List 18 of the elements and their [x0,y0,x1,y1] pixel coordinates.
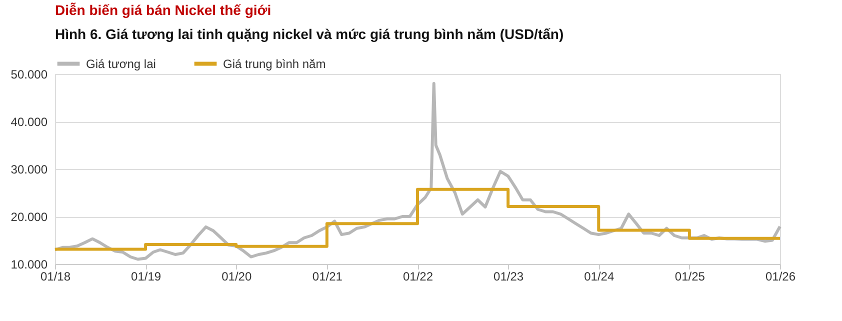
x-tick-label: 01/26 [765,270,796,284]
y-tick-label: 30.000 [10,162,48,176]
x-tick-label: 01/25 [674,270,706,284]
y-tick-label: 40.000 [10,115,48,129]
x-tick-label: 01/20 [222,270,252,284]
chart-subtitle: Hình 6. Giá tương lai tinh quặng nickel và mức giá trung bình năm (USD/tấn) [55,26,564,42]
y-tick-label: 20.000 [10,210,48,224]
x-tick-label: 01/18 [40,270,71,284]
y-tick-label: 10.000 [10,258,48,272]
chart-title: Diễn biến giá bán Nickel thế giới [55,2,272,18]
x-tick-label: 01/24 [584,270,614,284]
y-tick-label: 50.000 [10,68,48,82]
x-tick-label: 01/21 [312,270,343,284]
x-tick-label: 01/22 [402,270,434,284]
x-tick-label: 01/19 [131,270,162,284]
legend-label: Giá tương lai [86,56,156,71]
x-tick-label: 01/23 [494,270,524,284]
legend-label: Giá trung bình năm [223,56,326,71]
